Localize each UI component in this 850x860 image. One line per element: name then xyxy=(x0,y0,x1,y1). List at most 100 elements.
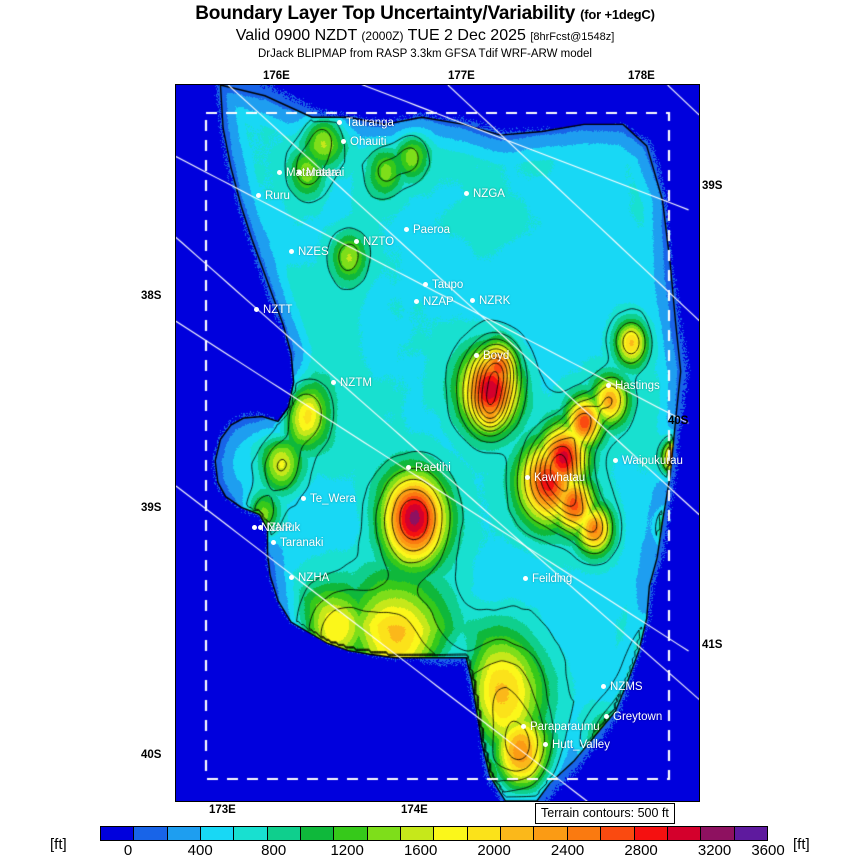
colorbar-segment-1 xyxy=(134,827,168,840)
station-label: NZGA xyxy=(473,188,505,200)
station-marker-icon xyxy=(258,525,263,530)
station-waipukurau[interactable]: Waipukurau xyxy=(613,455,683,468)
lat-label-39S: 39S xyxy=(702,180,723,192)
colorbar-tick-labels: 0 400 800 1200 1600 2000 2400 2800 3200 3600 xyxy=(100,842,785,860)
station-label: Boyd xyxy=(483,350,510,362)
station-label: Raetihi xyxy=(415,462,451,474)
station-label: Paraparaumu xyxy=(530,721,600,733)
station-marker-icon xyxy=(289,575,294,580)
station-marker-icon xyxy=(521,724,526,729)
station-matamata[interactable]: Matamata xyxy=(277,167,338,180)
station-label: Taupo xyxy=(432,279,464,291)
colorbar-tick-800: 800 xyxy=(261,842,287,859)
colorbar-tick-2400: 2400 xyxy=(550,842,585,859)
colorbar-segment-17 xyxy=(667,827,702,840)
lat-label-40S: 40S xyxy=(141,749,162,761)
station-marker-icon xyxy=(543,742,548,747)
lat-label-inmap-40S: 40S xyxy=(668,415,689,427)
station-nzha[interactable]: NZHA xyxy=(289,572,329,585)
station-label: NZMS xyxy=(610,681,643,693)
station-marker-icon xyxy=(604,714,609,719)
station-greytown[interactable]: Greytown xyxy=(604,711,662,724)
valid-time-line: Valid 0900 NZDT (2000Z) TUE 2 Dec 2025 [… xyxy=(0,26,850,47)
colorbar-tick-0: 0 xyxy=(123,842,133,859)
colorbar-tick-400: 400 xyxy=(187,842,213,859)
station-label: Te_Wera xyxy=(310,493,356,505)
colorbar-segment-16 xyxy=(634,827,668,840)
valid-local: Valid 0900 NZDT xyxy=(235,27,357,44)
colorbar-tick-2000: 2000 xyxy=(477,842,511,859)
map-raster xyxy=(176,85,699,801)
station-label: Matamata xyxy=(286,167,338,179)
colorbar-tick-3200: 3200 xyxy=(697,842,732,859)
station-label: NZTT xyxy=(263,304,293,316)
station-nzap[interactable]: NZAP xyxy=(414,296,454,309)
colorbar-segment-6 xyxy=(301,827,335,840)
station-hutt-valley[interactable]: Hutt_Valley xyxy=(543,739,610,752)
station-marker-icon xyxy=(606,383,611,388)
station-nzes[interactable]: NZES xyxy=(289,246,329,259)
station-label: NZTO xyxy=(363,236,395,248)
station-matarai[interactable]: Matarai xyxy=(297,167,344,180)
station-nznp[interactable]: NZNP xyxy=(252,522,293,535)
station-label: Hutt_Valley xyxy=(552,739,610,751)
station-marker-icon xyxy=(474,353,479,358)
station-marker-icon xyxy=(337,120,342,125)
station-label: NZAP xyxy=(423,296,454,308)
station-label: Taranaki xyxy=(280,537,324,549)
colorbar-legend: [ft] 0 400 800 1200 1600 2000 2400 2800 3200 3600… xyxy=(0,824,850,860)
station-label: Waipukurau xyxy=(622,455,683,467)
colorbar-tick-1600: 1600 xyxy=(403,842,438,859)
station-marker-icon xyxy=(423,282,428,287)
station-marker-icon xyxy=(331,380,336,385)
station-label: Tauranga xyxy=(346,117,394,129)
station-nzrk[interactable]: NZRK xyxy=(470,295,511,308)
lat-label-41S: 41S xyxy=(702,639,723,651)
forecast-map[interactable]: Tauranga Ohauiti Matamata Matarai Ruru NZGA Pa… xyxy=(175,84,700,802)
terrain-contour-legend: Terrain contours: 500 ft xyxy=(535,803,675,824)
station-te-wera[interactable]: Te_Wera xyxy=(301,493,356,506)
station-nzto[interactable]: NZTO xyxy=(354,236,395,249)
station-nzms[interactable]: NZMS xyxy=(601,681,643,694)
station-raetihi[interactable]: Raetihi xyxy=(406,462,451,475)
station-feilding[interactable]: Feilding xyxy=(523,573,572,586)
colorbar-segment-9 xyxy=(401,827,435,840)
colorbar-segment-15 xyxy=(601,827,635,840)
station-paraparaumu[interactable]: Paraparaumu xyxy=(521,721,600,734)
colorbar-segment-14 xyxy=(567,827,602,840)
colorbar-segment-2 xyxy=(167,827,202,840)
station-boyd[interactable]: Boyd xyxy=(474,350,510,363)
colorbar-segment-3 xyxy=(201,827,235,840)
colorbar-segment-4 xyxy=(234,827,268,840)
station-marker-icon xyxy=(297,170,302,175)
colorbar-segment-12 xyxy=(501,827,535,840)
station-label: Kawhatau xyxy=(534,472,586,484)
station-label: Ohauiti xyxy=(350,136,387,148)
station-kawhatau[interactable]: Kawhatau xyxy=(525,472,586,485)
station-nzga[interactable]: NZGA xyxy=(464,188,505,201)
station-ohauiti[interactable]: Ohauiti xyxy=(341,136,387,149)
station-hastings[interactable]: Hastings xyxy=(606,380,660,393)
colorbar-unit-left: [ft] xyxy=(50,836,67,853)
colorbar-gradient[interactable] xyxy=(100,826,768,841)
station-taranaki[interactable]: Taranaki xyxy=(271,537,324,550)
colorbar-segment-5 xyxy=(267,827,302,840)
station-nztt[interactable]: NZTT xyxy=(254,304,293,317)
station-label: NZRK xyxy=(479,295,511,307)
station-paeroa[interactable]: Paeroa xyxy=(404,224,450,237)
title-main-suffix: (for +1degC) xyxy=(580,7,655,22)
station-tauranga[interactable]: Tauranga xyxy=(337,117,394,130)
station-label: NZNP xyxy=(261,522,293,534)
colorbar-segment-7 xyxy=(334,827,368,840)
station-taupo[interactable]: Taupo xyxy=(423,279,464,292)
station-label: NZTM xyxy=(340,377,372,389)
station-marker-icon xyxy=(601,684,606,689)
station-nanuk[interactable]: Nanuk xyxy=(258,522,300,535)
station-marker-icon xyxy=(613,458,618,463)
valid-date: TUE 2 Dec 2025 xyxy=(407,27,526,44)
station-nztm[interactable]: NZTM xyxy=(331,377,372,390)
station-marker-icon xyxy=(271,540,276,545)
station-ruru[interactable]: Ruru xyxy=(256,190,290,203)
station-marker-icon xyxy=(470,298,475,303)
colorbar-segment-8 xyxy=(367,827,402,840)
